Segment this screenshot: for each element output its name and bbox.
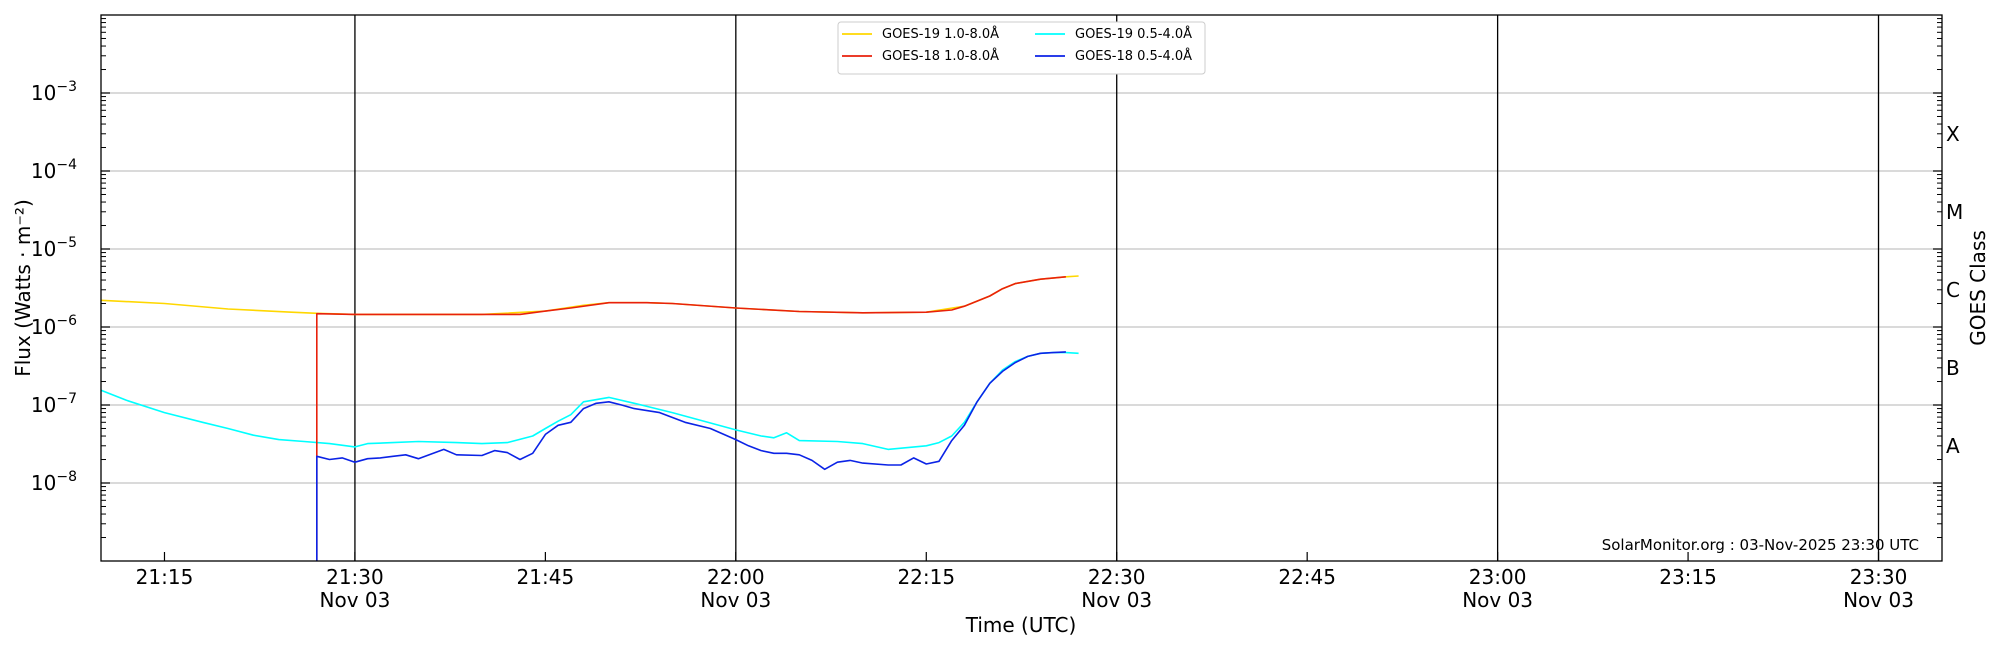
legend-label: GOES-19 1.0-8.0Å: [882, 26, 999, 42]
x-tick-date-label: Nov 03: [1843, 588, 1914, 612]
time-markers: [354, 15, 1880, 561]
goes-class-label: M: [1946, 200, 1963, 224]
goes-class-label: B: [1946, 356, 1960, 380]
legend-box: [837, 21, 1206, 75]
goes-class-label: A: [1946, 434, 1960, 458]
x-tick-label: 23:15: [1659, 565, 1717, 589]
goes-class-label: X: [1946, 122, 1960, 146]
y-tick-label: 10−8: [31, 469, 77, 495]
legend: GOES-19 1.0-8.0Å GOES-18 1.0-8.0Å GOES-19 …: [837, 21, 1206, 75]
series-lines: [100, 275, 1079, 561]
goes-class-axis-title: GOES Class: [1966, 230, 1990, 346]
x-tick-label: 21:15: [136, 565, 194, 589]
series-line: [315, 351, 1066, 561]
grid-lines: [101, 92, 1942, 484]
series-line: [315, 276, 1066, 561]
x-tick-label: 22:30: [1088, 565, 1146, 589]
legend-label: GOES-18 1.0-8.0Å: [882, 48, 999, 64]
x-tick-date-label: Nov 03: [320, 588, 391, 612]
x-tick-label: 23:00: [1469, 565, 1527, 589]
plot-frame: [100, 14, 1943, 562]
goes-class-label: C: [1946, 278, 1960, 302]
x-axis-title: Time (UTC): [965, 613, 1077, 637]
x-tick-label: 22:45: [1278, 565, 1336, 589]
x-tick-label: 23:30: [1850, 565, 1908, 589]
x-tick-date-label: Nov 03: [700, 588, 771, 612]
x-tick-label: 21:45: [517, 565, 575, 589]
x-tick-label: 22:15: [897, 565, 955, 589]
x-tick-label: 21:30: [326, 565, 384, 589]
x-tick-date-label: Nov 03: [1462, 588, 1533, 612]
y-tick-label: 10−7: [31, 391, 77, 417]
y-axis-title: Flux (Watts · m⁻²): [11, 199, 35, 377]
axis-ticks: [101, 18, 1942, 561]
y-tick-label: 10−6: [31, 313, 77, 339]
x-tick-label: 22:00: [707, 565, 765, 589]
credit-text: SolarMonitor.org : 03-Nov-2025 23:30 UTC: [1602, 536, 1919, 554]
y-tick-label: 10−3: [31, 79, 77, 105]
x-tick-date-label: Nov 03: [1081, 588, 1152, 612]
legend-label: GOES-18 0.5-4.0Å: [1075, 48, 1192, 64]
y-tick-label: 10−5: [31, 235, 77, 261]
legend-label: GOES-19 0.5-4.0Å: [1075, 26, 1192, 42]
y-tick-label: 10−4: [31, 157, 77, 183]
